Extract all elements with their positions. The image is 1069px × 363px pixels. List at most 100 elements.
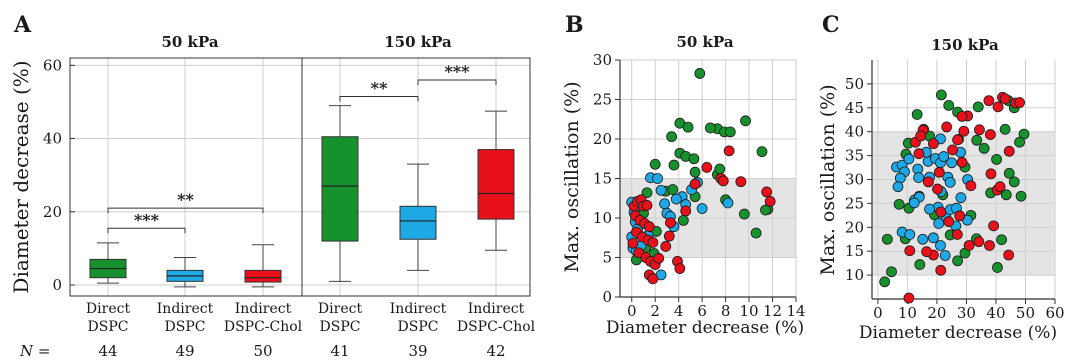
panel-b-point-green <box>760 204 771 216</box>
panel-c-x-tick-label: 30 <box>957 304 976 322</box>
panel-b-y-tick-label: 5 <box>602 249 612 267</box>
panel-a-category-label: Indirect <box>235 301 292 317</box>
panel-b-point-green <box>756 146 768 158</box>
panel-c-point-red <box>943 216 955 227</box>
box-iqr <box>321 136 359 242</box>
panel-c-point-blue <box>935 240 946 251</box>
panel-c-point-red <box>965 180 977 192</box>
panel-c-point-green <box>996 234 1007 246</box>
significance-label: *** <box>444 62 470 81</box>
panel-b-point-green <box>688 153 700 165</box>
panel-b-point-red <box>643 221 655 233</box>
panel-c-point-green <box>943 100 955 111</box>
significance-label: ** <box>371 78 388 97</box>
panel-b-point-red <box>735 176 747 188</box>
panel-b-point-green <box>689 166 701 178</box>
panel-b-x-tick-label: 0 <box>627 302 637 320</box>
panel-b-point-green <box>704 122 716 134</box>
panel-a-category-label: DSPC <box>320 319 361 335</box>
panel-c-point-red <box>921 246 933 258</box>
panel-c-y-tick-label: 50 <box>845 75 864 93</box>
significance-label: *** <box>134 210 160 229</box>
box-iqr <box>477 149 515 220</box>
panel-a-category-label: DSPC-Chol <box>457 319 536 335</box>
panel-a-y-tick-label: 0 <box>52 276 62 294</box>
panel-a-n-value: 42 <box>486 342 505 360</box>
panel-c-point-red <box>984 129 996 140</box>
panel-b-y-axis-label: Max. oscillation (%) <box>561 81 583 272</box>
panel-a-group2-title: 150 kPa <box>384 33 452 51</box>
significance-label: ** <box>177 190 194 209</box>
panel-c-y-tick-label: 20 <box>845 218 864 236</box>
panel-a-category-label: DSPC <box>398 319 439 335</box>
panel-c-point-red <box>984 240 995 251</box>
panel-b-point-red <box>647 237 659 248</box>
panel-a-category-label: DSPC <box>88 319 129 335</box>
panel-b-point-green <box>714 163 726 175</box>
panel-c-point-green <box>886 266 897 278</box>
panel-c-point-green <box>914 259 926 270</box>
panel-b-point-green <box>750 227 762 239</box>
panel-a-category-label: Indirect <box>390 301 447 317</box>
panel-c-point-green <box>881 233 893 245</box>
panel-c-point-green <box>972 101 984 113</box>
panel-b-point-red <box>653 252 665 264</box>
panel-letter-a: A <box>13 12 32 38</box>
panel-c-point-red <box>935 206 947 218</box>
panel-c-x-tick-label: 60 <box>1045 304 1064 322</box>
panel-c-y-tick-label: 40 <box>845 123 864 141</box>
panel-c-point-blue <box>908 197 920 209</box>
panel-b-y-tick-label: 25 <box>593 91 612 109</box>
panel-c-point-red <box>988 220 1000 232</box>
panel-a-category-label: DSPC-Chol <box>224 319 303 335</box>
panel-c-point-green <box>992 262 1003 273</box>
panel-c-point-red <box>947 144 958 156</box>
panel-b-point-red <box>761 186 773 198</box>
panel-c-y-axis-label: Max. oscillation (%) <box>817 84 839 275</box>
panel-c-point-blue <box>903 153 915 165</box>
panel-b-point-green <box>738 208 750 220</box>
panel-b-y-tick-label: 20 <box>593 130 612 148</box>
panel-c-point-green <box>935 89 947 101</box>
panel-c-point-red <box>933 166 945 178</box>
panel-c-point-red <box>994 181 1006 193</box>
panel-b-y-tick-label: 15 <box>593 170 612 188</box>
panel-c-point-red <box>999 93 1011 105</box>
panel-c-point-blue <box>939 250 951 261</box>
panel-b-point-green <box>666 131 678 143</box>
panel-c-point-red <box>1014 97 1025 108</box>
panel-b-point-green <box>667 184 679 195</box>
panel-c-point-blue <box>904 229 916 240</box>
panel-a-category-label: Indirect <box>157 301 214 317</box>
panel-b-point-red <box>627 237 639 249</box>
panel-b-point-red <box>717 175 729 187</box>
panel-c-x-tick-label: 0 <box>873 304 883 322</box>
panel-c-point-red <box>1003 145 1015 157</box>
panel-c-point-red <box>974 124 985 136</box>
panel-b-point-red <box>674 263 686 274</box>
panel-c-point-red <box>956 111 968 122</box>
panel-letter-b: B <box>565 12 584 38</box>
panel-a-frame <box>69 57 531 297</box>
panel-c-y-tick-label: 10 <box>845 266 864 284</box>
panel-c-point-green <box>1015 190 1027 202</box>
panel-b-x-axis-label: Diameter decrease (%) <box>606 318 804 338</box>
panel-c-title: 150 kPa <box>931 36 999 54</box>
panel-b-point-red <box>689 178 701 190</box>
panel-c-point-blue <box>927 232 939 244</box>
panel-b-point-green <box>677 214 689 226</box>
significance-bracket <box>107 227 186 234</box>
panel-c-point-red <box>963 240 975 251</box>
panel-c-point-red <box>904 245 916 257</box>
panel-a-n-value: 50 <box>253 342 272 360</box>
panel-c-point-red <box>958 125 970 137</box>
panel-c-point-blue <box>917 233 929 245</box>
panel-c-point-red <box>992 101 1004 113</box>
panel-c-point-blue <box>924 203 935 215</box>
panel-c-point-blue <box>913 172 925 183</box>
panel-c-point-red <box>954 210 966 222</box>
panel-b-point-blue <box>659 198 670 210</box>
panel-a-n-value: 44 <box>98 342 117 360</box>
panel-c-point-green <box>978 143 990 154</box>
panel-c-point-red <box>956 156 968 168</box>
